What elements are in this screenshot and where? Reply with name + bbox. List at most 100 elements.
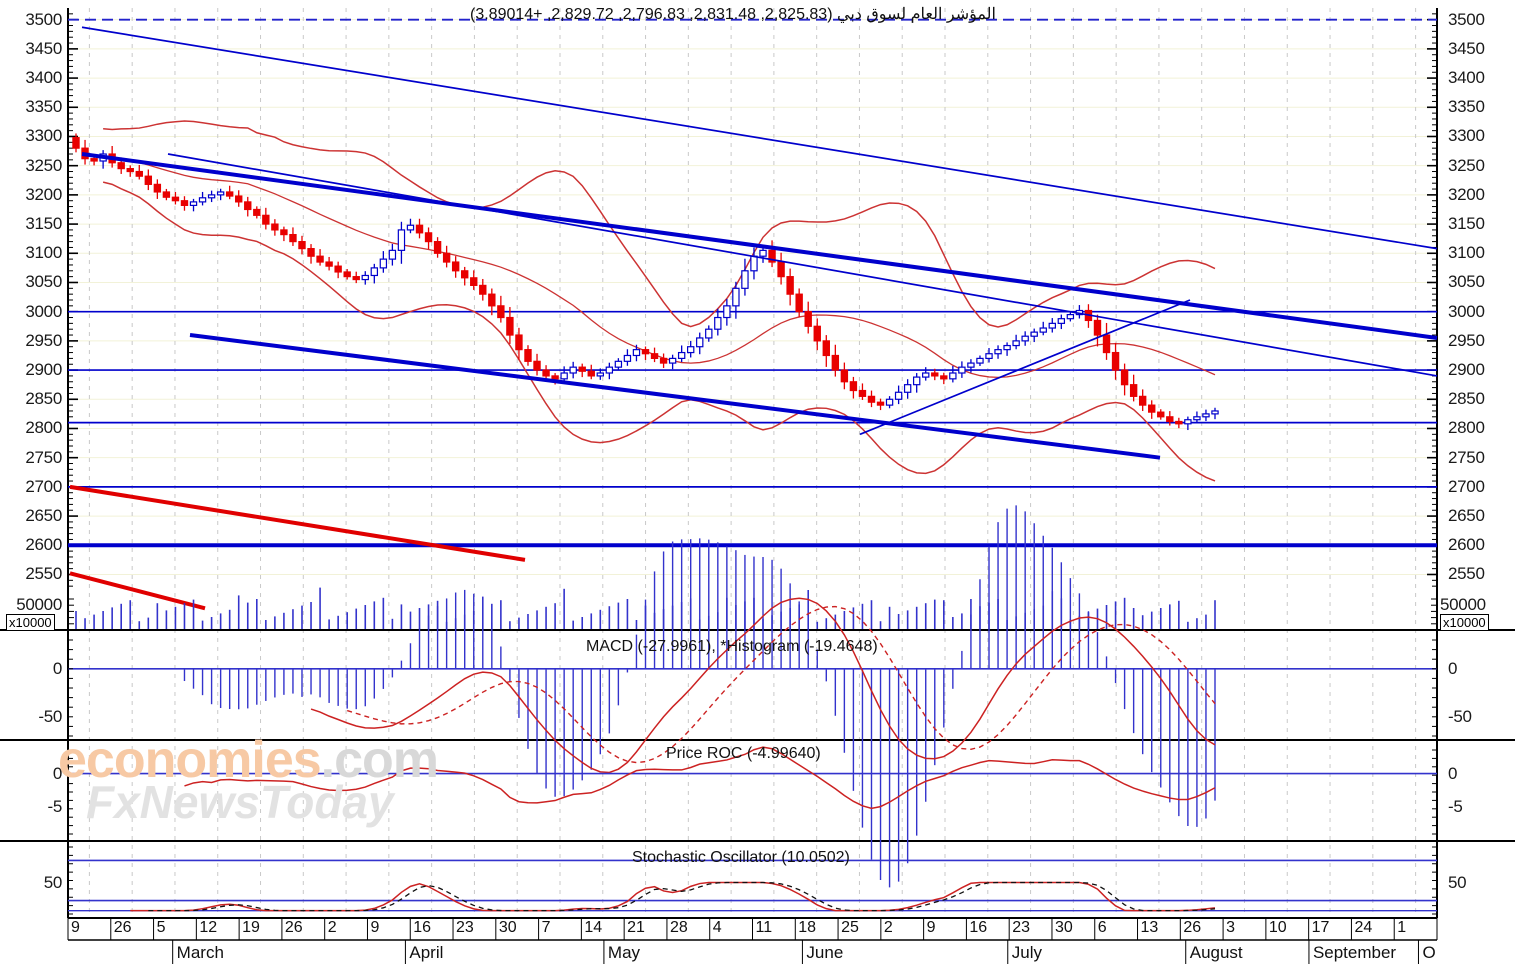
x-axis-month: May [607, 943, 641, 962]
price-axis-label-right: 3100 [1448, 243, 1485, 263]
x-axis-tick: 13 [1140, 919, 1159, 936]
x-axis-tick: 16 [969, 919, 988, 936]
x-axis-tick: 12 [199, 919, 218, 936]
price-axis-label-left: 2950 [25, 330, 62, 350]
price-axis-label-left: 2850 [25, 389, 62, 409]
x-axis-tick: 25 [841, 919, 859, 936]
chart-title: المؤشر العام لسوق دبي (2,825.83, 2,831.4… [470, 6, 996, 23]
x-axis-tick: 9 [71, 919, 80, 936]
price-axis-label-right: 3050 [1448, 272, 1485, 292]
x-axis-tick: 1 [1397, 919, 1407, 936]
price-axis-label-right: 3400 [1448, 68, 1485, 88]
price-axis-label-right: 3500 [1448, 9, 1485, 29]
price-axis-label-right: 2850 [1448, 389, 1485, 409]
price-axis-label-left: 3500 [25, 9, 62, 29]
x-axis-tick: 26 [1183, 919, 1202, 936]
x-axis-tick: 5 [156, 919, 166, 936]
macd-axis-label: 0 [52, 658, 62, 678]
x-axis-tick: 23 [456, 919, 474, 936]
x-axis-tick: 9 [370, 919, 380, 936]
price-axis-label-right: 3300 [1448, 126, 1485, 146]
stochastic-axis-label: 50 [1448, 872, 1467, 892]
price-axis-label-right: 3350 [1448, 97, 1485, 117]
price-axis-label-right: 2600 [1448, 535, 1485, 555]
volume-axis-label: 50000 [1440, 595, 1486, 614]
price-axis-label-left: 2700 [25, 476, 62, 496]
price-axis-label-left: 2800 [25, 418, 62, 438]
price-axis-label-right: 2700 [1448, 476, 1485, 496]
x-axis-tick: 9 [926, 919, 936, 936]
price-axis-label-right: 2900 [1448, 360, 1485, 380]
price-axis-label-left: 3400 [25, 68, 62, 88]
volume-multiplier-label: x10000 [1440, 614, 1489, 631]
x-axis-tick: 3 [1226, 919, 1235, 936]
stochastic-axis-label: 50 [43, 872, 63, 892]
price-axis-label-left: 2650 [25, 506, 62, 526]
x-axis-month: September [1312, 943, 1397, 962]
price-axis-label-right: 2550 [1448, 564, 1485, 584]
price-axis-label-right: 3000 [1448, 301, 1485, 321]
price-axis-label-left: 3450 [25, 38, 62, 58]
x-axis-tick: 6 [1097, 919, 1107, 936]
stochastic-panel-title: Stochastic Oscillator (10.0502) [632, 849, 850, 866]
x-axis-tick: 16 [413, 919, 432, 936]
price-axis-label-right: 3200 [1448, 184, 1485, 204]
x-axis-month: August [1189, 943, 1243, 962]
x-axis-tick: 19 [242, 919, 260, 936]
x-axis-tick: 2 [327, 919, 337, 936]
price-axis-label-left: 3050 [25, 272, 62, 292]
volume-multiplier-label: x10000 [6, 614, 55, 631]
x-axis-tick: 18 [798, 919, 817, 936]
x-axis-tick: 10 [1268, 919, 1287, 936]
x-axis-tick: 7 [541, 919, 551, 936]
x-axis-month: June [806, 943, 844, 962]
roc-axis-label: 0 [52, 763, 62, 783]
macd-axis-label: -50 [1448, 706, 1472, 726]
price-axis-label-right: 2950 [1448, 330, 1485, 350]
price-axis-label-right: 2650 [1448, 506, 1485, 526]
x-axis-tick: 26 [113, 919, 132, 936]
price-axis-label-right: 2750 [1448, 447, 1485, 467]
x-axis-tick: 11 [755, 919, 773, 936]
x-axis-tick: 21 [627, 919, 645, 936]
volume-axis-label: 50000 [16, 595, 62, 614]
roc-panel-title: Price ROC (-4.99640) [666, 745, 821, 762]
x-axis-tick: 23 [1012, 919, 1030, 936]
price-axis-label-left: 3000 [25, 301, 62, 321]
price-axis-label-left: 2750 [25, 447, 62, 467]
macd-axis-label: 0 [1448, 658, 1458, 678]
x-axis-tick: 28 [669, 919, 688, 936]
price-axis-label-left: 3100 [25, 243, 62, 263]
x-axis-month: July [1011, 943, 1042, 962]
price-axis-label-right: 3250 [1448, 155, 1485, 175]
x-axis-tick: 30 [498, 919, 517, 936]
price-axis-label-right: 2800 [1448, 418, 1485, 438]
roc-axis-label: 0 [1448, 763, 1458, 783]
x-axis-tick: 4 [712, 919, 722, 936]
x-axis-tick: 14 [584, 919, 603, 936]
x-axis-tick: 17 [1311, 919, 1330, 936]
price-axis-label-left: 3300 [25, 126, 62, 146]
x-axis-tick: 26 [284, 919, 303, 936]
x-axis-tick: 30 [1054, 919, 1073, 936]
x-axis-month: O [1422, 943, 1436, 962]
price-axis-label-left: 2600 [25, 535, 62, 555]
price-axis-label-left: 3150 [25, 214, 62, 234]
macd-axis-label: -50 [38, 706, 62, 726]
roc-axis-label: -5 [47, 797, 62, 817]
x-axis-month: April [409, 943, 444, 962]
price-axis-label-right: 3450 [1448, 38, 1485, 58]
macd-panel-title: MACD (-27.9961), *Histogram (-19.4648) [586, 638, 878, 655]
x-axis-tick: 2 [883, 919, 893, 936]
price-axis-label-left: 2900 [25, 360, 62, 380]
x-axis-tick: 24 [1354, 919, 1373, 936]
price-axis-label-left: 3200 [25, 184, 62, 204]
price-axis-label-left: 3350 [25, 97, 62, 117]
price-axis-label-left: 3250 [25, 155, 62, 175]
price-axis-label-right: 3150 [1448, 214, 1485, 234]
roc-axis-label: -5 [1448, 797, 1463, 817]
x-axis-month: March [176, 943, 224, 962]
price-axis-label-left: 2550 [25, 564, 62, 584]
